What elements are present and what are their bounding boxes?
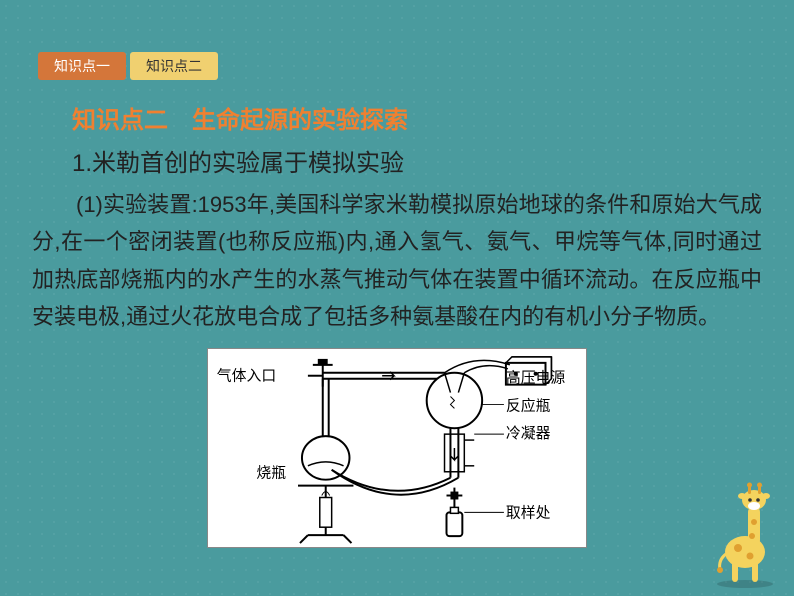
miller-experiment-diagram: 气体入口 烧瓶 反应瓶 高压电源 冷凝器 取样处 (207, 348, 587, 548)
giraffe-decoration (710, 478, 780, 588)
body-paragraph: (1)实验装置:1953年,美国科学家米勒模拟原始地球的条件和原始大气成分,在一… (32, 186, 762, 336)
tab-bar: 知识点一 知识点二 (38, 52, 218, 80)
subheading: 1.米勒首创的实验属于模拟实验 (72, 143, 762, 178)
label-sample: 取样处 (506, 504, 551, 521)
tab-knowledge-2[interactable]: 知识点二 (130, 52, 218, 80)
label-power: 高压电源 (506, 370, 566, 387)
label-gas-inlet: 气体入口 (217, 368, 276, 385)
content-area: 知识点二 生命起源的实验探索 1.米勒首创的实验属于模拟实验 (1)实验装置:1… (32, 100, 762, 336)
label-reaction: 反应瓶 (506, 396, 551, 414)
tab-knowledge-1[interactable]: 知识点一 (38, 52, 126, 80)
section-heading: 知识点二 生命起源的实验探索 (72, 100, 762, 135)
label-flask: 烧瓶 (256, 465, 286, 482)
label-condenser: 冷凝器 (506, 425, 551, 442)
